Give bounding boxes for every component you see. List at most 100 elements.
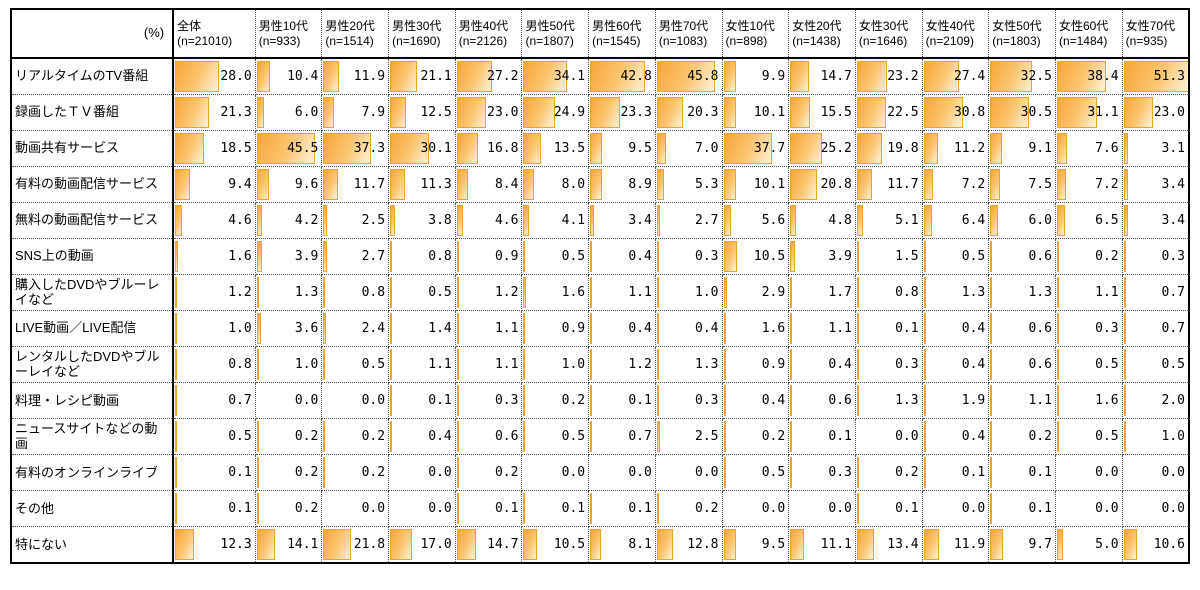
data-cell: 0.2 — [254, 490, 323, 528]
data-bar — [323, 312, 327, 344]
cell-value: 8.4 — [494, 176, 519, 192]
data-cell: 7.6 — [1054, 129, 1123, 167]
data-bar — [523, 348, 526, 380]
data-cell: 1.2 — [588, 345, 656, 383]
data-cell: 6.0 — [988, 201, 1056, 239]
data-cell: 0.3 — [1121, 237, 1190, 275]
data-bar — [656, 348, 659, 380]
cell-value: 51.3 — [1153, 68, 1185, 84]
data-bar — [390, 276, 393, 308]
data-cell: 1.3 — [254, 273, 323, 311]
data-bar — [656, 420, 661, 453]
data-cell: 12.3 — [172, 526, 256, 564]
data-cell: 8.1 — [588, 526, 656, 564]
data-bar — [390, 240, 393, 272]
data-cell: 30.1 — [388, 129, 456, 167]
data-bar — [175, 276, 178, 308]
cell-value: 0.2 — [561, 392, 586, 408]
cell-value: 8.1 — [628, 536, 652, 552]
cell-value: 28.0 — [220, 68, 252, 84]
data-cell: 0.9 — [454, 237, 523, 275]
cell-value: 0.4 — [628, 320, 652, 336]
data-cell: 27.4 — [921, 57, 990, 95]
cell-value: 0.1 — [494, 501, 519, 517]
data-bar — [923, 312, 926, 344]
row-label: 購入したDVDやブルーレイなど — [10, 273, 175, 311]
data-cell: 37.3 — [321, 129, 390, 167]
data-cell: 0.0 — [1121, 454, 1190, 492]
cell-value: 12.3 — [220, 536, 252, 552]
cell-value: 1.2 — [628, 356, 652, 372]
column-header-name: 男性60代 — [592, 18, 642, 33]
data-cell: 0.5 — [1054, 417, 1123, 456]
cell-value: 9.4 — [228, 176, 252, 192]
data-bar — [990, 204, 998, 236]
data-cell: 1.3 — [988, 273, 1056, 311]
cell-value: 12.8 — [687, 536, 719, 552]
cell-value: 0.1 — [628, 501, 652, 517]
cell-value: 0.0 — [761, 501, 786, 517]
data-cell: 0.4 — [921, 417, 990, 456]
data-bar — [323, 240, 327, 272]
data-bar — [523, 204, 529, 236]
data-cell: 10.1 — [721, 93, 790, 131]
cell-value: 7.2 — [961, 176, 986, 192]
data-bar — [456, 204, 463, 236]
data-bar — [990, 493, 993, 525]
cell-value: 15.5 — [820, 104, 852, 120]
data-cell: 1.0 — [254, 345, 323, 383]
data-cell: 45.8 — [654, 57, 723, 95]
cell-value: 0.0 — [828, 501, 852, 517]
row-label: リアルタイムのTV番組 — [10, 57, 175, 95]
data-bar — [923, 132, 938, 164]
data-bar — [1123, 276, 1126, 308]
cell-value: 45.8 — [687, 68, 719, 84]
cell-value: 0.2 — [294, 428, 319, 444]
data-cell: 0.1 — [172, 454, 256, 492]
data-cell: 4.6 — [172, 201, 256, 239]
column-header: 女性20代 (n=1438) — [788, 8, 856, 59]
cell-value: 0.5 — [228, 428, 252, 444]
data-bar — [175, 384, 178, 416]
data-cell: 28.0 — [172, 57, 256, 95]
data-bar — [1056, 204, 1066, 236]
row-label: 動画共有サービス — [10, 129, 175, 167]
data-cell: 2.5 — [654, 417, 723, 456]
data-bar — [175, 132, 205, 164]
cell-value: 0.3 — [1161, 248, 1185, 264]
data-cell: 0.4 — [921, 345, 990, 383]
data-cell: 0.7 — [588, 417, 656, 456]
data-cell: 2.7 — [654, 201, 723, 239]
cell-value: 1.1 — [1095, 284, 1119, 300]
data-cell: 0.0 — [921, 490, 990, 528]
cell-value: 4.8 — [828, 212, 852, 228]
column-header-n: (n=898) — [725, 33, 768, 48]
cell-value: 0.5 — [1161, 356, 1185, 372]
cell-value: 0.2 — [361, 465, 386, 481]
data-cell: 0.8 — [321, 273, 390, 311]
column-header-name: 男性70代 — [658, 18, 709, 33]
cell-value: 0.5 — [561, 248, 586, 264]
cell-value: 0.6 — [1028, 356, 1052, 372]
cell-value: 6.4 — [961, 212, 986, 228]
column-header-n: (n=1484) — [1058, 33, 1108, 48]
cell-value: 14.1 — [287, 536, 319, 552]
data-bar — [590, 312, 593, 344]
data-bar — [1123, 384, 1127, 416]
data-cell: 37.7 — [721, 129, 790, 167]
data-bar — [323, 348, 326, 380]
cell-value: 0.1 — [895, 320, 919, 336]
data-cell: 14.1 — [254, 526, 323, 564]
data-cell: 8.4 — [454, 165, 523, 203]
data-bar — [1123, 204, 1128, 236]
cell-value: 0.9 — [494, 248, 519, 264]
cell-value: 1.0 — [561, 356, 586, 372]
data-bar — [390, 312, 393, 344]
cell-value: 20.3 — [687, 104, 719, 120]
cell-value: 1.7 — [828, 284, 852, 300]
cell-value: 0.5 — [428, 284, 452, 300]
cell-value: 0.9 — [561, 320, 586, 336]
data-bar — [323, 168, 339, 200]
data-bar — [590, 96, 620, 128]
data-cell: 22.5 — [854, 93, 923, 131]
